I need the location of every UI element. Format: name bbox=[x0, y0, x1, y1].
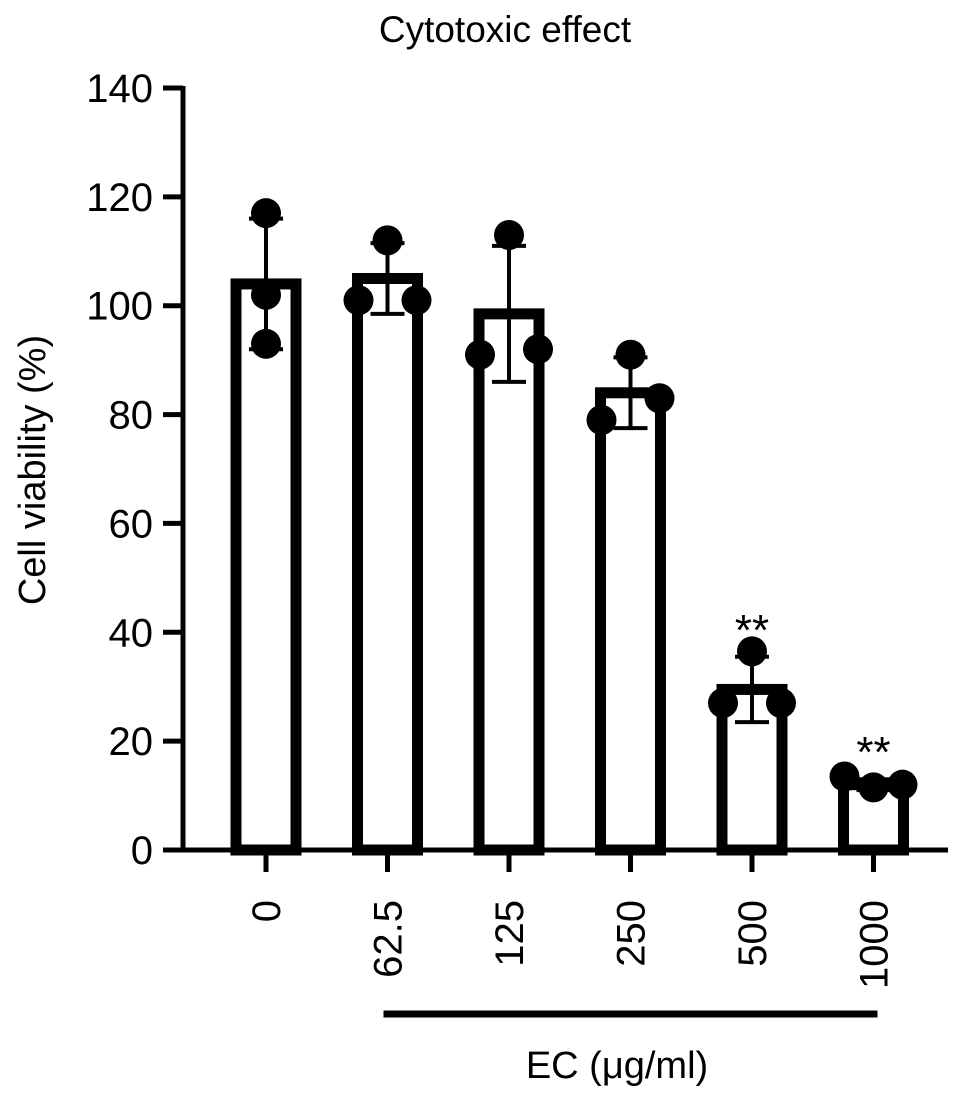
data-point bbox=[251, 198, 281, 229]
x-tick-label: 1000 bbox=[853, 900, 897, 989]
data-point bbox=[858, 772, 889, 803]
data-point bbox=[887, 769, 918, 800]
x-tick-label: 62.5 bbox=[367, 900, 411, 978]
y-tick-label: 120 bbox=[86, 176, 153, 220]
y-axis-label: Cell viability (%) bbox=[12, 335, 54, 605]
x-tick-label: 125 bbox=[488, 900, 532, 967]
data-point bbox=[708, 688, 738, 719]
data-point bbox=[251, 328, 281, 359]
y-tick-label: 100 bbox=[86, 285, 153, 329]
data-point bbox=[615, 339, 646, 370]
data-point bbox=[401, 285, 432, 316]
bar bbox=[230, 278, 302, 856]
data-point bbox=[586, 405, 617, 436]
data-point bbox=[343, 285, 374, 316]
data-point bbox=[494, 219, 524, 250]
data-point bbox=[829, 761, 860, 792]
bar bbox=[352, 273, 423, 856]
data-point bbox=[372, 225, 403, 256]
x-axis-label: EC (μg/ml) bbox=[526, 1045, 708, 1087]
y-tick-label: 60 bbox=[109, 502, 154, 546]
significance-marker: ** bbox=[856, 728, 890, 777]
data-point bbox=[737, 636, 767, 667]
y-tick-label: 80 bbox=[109, 394, 154, 438]
chart-title: Cytotoxic effect bbox=[379, 9, 632, 50]
y-tick-label: 0 bbox=[131, 829, 153, 873]
data-point bbox=[523, 334, 553, 365]
y-tick-label: 20 bbox=[109, 720, 154, 764]
x-tick-label: 500 bbox=[731, 900, 775, 967]
y-tick-label: 140 bbox=[86, 67, 153, 111]
data-point bbox=[644, 383, 675, 414]
significance-marker: ** bbox=[735, 606, 769, 655]
x-tick-label: 0 bbox=[245, 900, 289, 922]
x-tick-label: 250 bbox=[610, 900, 654, 967]
bar bbox=[595, 387, 666, 856]
bar bbox=[473, 308, 545, 856]
data-point bbox=[766, 688, 796, 719]
data-point bbox=[251, 279, 281, 310]
y-tick-label: 40 bbox=[109, 611, 154, 655]
data-point bbox=[465, 339, 495, 370]
plot-area: 0 20 40 60 80 100 120 140 0 62.5 125 250 500 ** 1000 ** bbox=[86, 67, 948, 1018]
